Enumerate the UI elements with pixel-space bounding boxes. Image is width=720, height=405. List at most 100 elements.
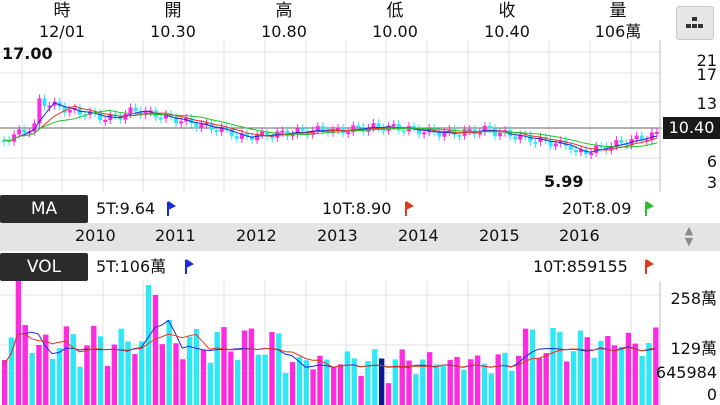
- candle-body: [194, 123, 199, 129]
- candle-body: [320, 126, 325, 131]
- ma5-value: 5T:9.64: [96, 199, 156, 218]
- price-tick-13: 13: [696, 94, 717, 113]
- volume-bar: [49, 358, 56, 405]
- candle-body: [634, 135, 639, 140]
- header-high-label: 高: [275, 1, 293, 21]
- candle-body: [47, 105, 52, 108]
- volume-bar: [516, 355, 522, 405]
- ma-indicator-button[interactable]: MA: [0, 195, 88, 223]
- volume-chart[interactable]: [0, 281, 662, 405]
- vol5-value: 5T:106萬: [96, 257, 167, 276]
- candle-body: [255, 135, 260, 141]
- volume-bar: [248, 328, 255, 405]
- volume-bar: [77, 366, 83, 405]
- volume-bar: [173, 343, 179, 405]
- candle-body: [371, 123, 376, 128]
- candle-body: [103, 120, 108, 123]
- candle-body: [528, 134, 533, 142]
- volume-bar: [461, 369, 467, 405]
- candle-body: [138, 111, 143, 116]
- volume-bar: [118, 328, 124, 405]
- year-axis-bar[interactable]: [0, 223, 720, 251]
- candle-body: [42, 98, 47, 106]
- volume-bar: [310, 369, 316, 405]
- candle-body: [422, 132, 427, 135]
- candle-body: [563, 140, 568, 147]
- vol-indicator-button[interactable]: VOL: [0, 253, 88, 281]
- volume-bar: [413, 374, 419, 405]
- volume-bar: [440, 366, 447, 405]
- price-tick-17: 17: [696, 65, 717, 84]
- volume-bar: [406, 360, 412, 405]
- candle-body: [477, 132, 482, 135]
- volume-bar: [543, 353, 549, 405]
- volume-bar: [324, 359, 330, 405]
- candle-body: [179, 121, 184, 124]
- header-open: 開 10.30: [123, 0, 223, 42]
- header-low-label: 低: [386, 1, 404, 21]
- year-label: 2016: [559, 226, 600, 245]
- volume-bar: [509, 370, 515, 405]
- candle-body: [270, 136, 275, 139]
- volume-bar: [536, 358, 542, 405]
- candle-body: [143, 110, 148, 116]
- volume-bar: [598, 340, 604, 405]
- candle-body: [133, 107, 138, 112]
- volume-bar: [125, 341, 131, 405]
- header-high: 高 10.80: [234, 0, 334, 42]
- candle-body: [498, 132, 503, 137]
- header-open-label: 開: [164, 1, 182, 21]
- volume-bar: [8, 337, 15, 405]
- volume-bar: [84, 345, 90, 405]
- header-volume-value: 106萬: [594, 22, 642, 41]
- year-label: 2010: [75, 226, 116, 245]
- vol-tick-258: 258萬: [670, 289, 717, 308]
- header-volume-label: 量: [609, 1, 627, 21]
- volume-bar: [132, 354, 138, 405]
- volume-bar: [639, 355, 645, 405]
- candle-body: [558, 140, 563, 144]
- volume-bar: [159, 344, 165, 405]
- menu-dots-icon: [686, 17, 703, 28]
- volume-bar: [433, 364, 440, 405]
- volume-bar: [522, 328, 529, 405]
- volume-bar: [331, 367, 337, 405]
- scroll-updown-icon[interactable]: ▲ ▼: [684, 224, 694, 248]
- candle-body: [123, 113, 128, 120]
- candle-body: [62, 106, 67, 113]
- candle-body: [204, 122, 209, 125]
- candle-body: [224, 127, 229, 130]
- candle-body: [376, 123, 381, 128]
- candle-body: [391, 124, 396, 127]
- header-low-value: 10.00: [372, 22, 418, 41]
- candle-body: [37, 98, 42, 124]
- candle-body: [457, 134, 462, 137]
- volume-bar: [529, 329, 536, 405]
- volume-bar: [145, 285, 152, 405]
- candle-body: [533, 141, 538, 144]
- volume-bar: [372, 349, 378, 405]
- header-close: 收 10.40: [457, 0, 557, 42]
- candle-body: [513, 136, 518, 140]
- volume-bar: [591, 357, 597, 405]
- price-chart[interactable]: [0, 40, 662, 192]
- volume-bar: [43, 334, 49, 405]
- volume-bar: [605, 335, 611, 405]
- volume-bar: [56, 348, 63, 405]
- vol10-value: 10T:859155: [533, 257, 628, 276]
- candle-body: [285, 130, 290, 137]
- vol-tick-0: 0: [706, 385, 717, 404]
- price-tick-6: 6: [706, 152, 717, 171]
- candle-body: [331, 129, 335, 133]
- ma10-flag-icon: [405, 201, 414, 216]
- vol10-line: [3, 333, 656, 368]
- volume-bar: [152, 295, 159, 405]
- volume-bar: [187, 336, 193, 405]
- volume-bar: [228, 351, 234, 405]
- candle-body: [199, 124, 204, 129]
- volume-bar: [344, 351, 351, 405]
- volume-bar: [632, 343, 638, 405]
- chart-menu-button[interactable]: [676, 6, 714, 40]
- candle-body: [487, 125, 492, 129]
